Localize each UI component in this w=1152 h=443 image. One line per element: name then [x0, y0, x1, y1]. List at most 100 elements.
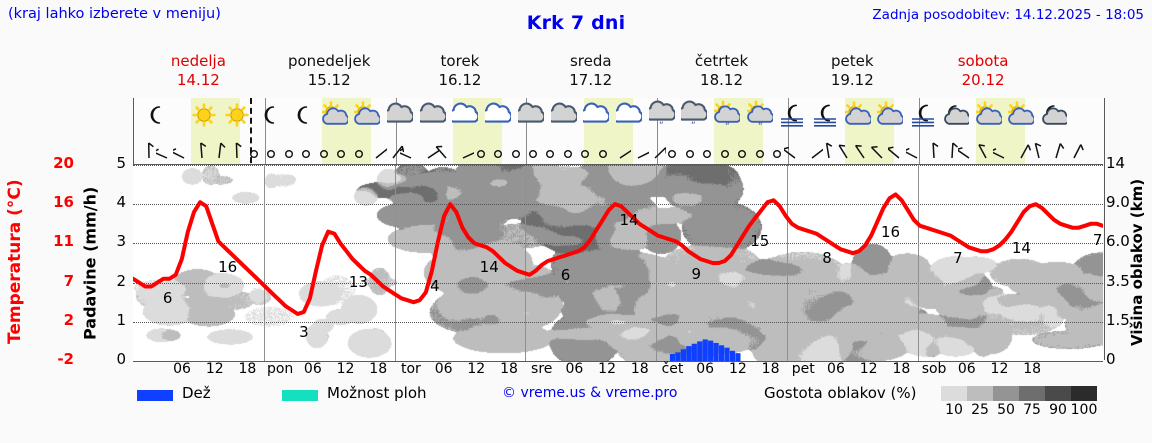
wind-calm-symbol [749, 138, 771, 164]
wind-calm-symbol [731, 138, 753, 164]
cloud-blue-icon [611, 100, 644, 130]
x-axis-tick: 18 [630, 361, 649, 377]
cloud-density-legend-title: Gostota oblakov (%) [764, 384, 917, 402]
sun-cloud-icon [1006, 100, 1036, 130]
wind-calm-symbol [766, 138, 788, 164]
cloud-icon [415, 100, 448, 130]
temperature-label: 8 [822, 249, 832, 268]
x-axis-tick: 06 [565, 361, 584, 377]
wind-barb [226, 138, 248, 164]
cloud-density-tick: 50 [997, 402, 1015, 418]
temperature-value-labels: 6 16 3 13 4 14 6 14 9 15 8 16 7 14 7 [133, 165, 1103, 361]
precipitation-tick: 5 [116, 154, 126, 172]
precipitation-bar [718, 345, 725, 361]
wind-barb [435, 138, 457, 164]
precipitation-bar [669, 353, 676, 361]
x-axis-tick: 06 [303, 361, 322, 377]
x-axis-tick: sob [921, 361, 947, 377]
cloud-blue-icon [448, 100, 480, 130]
precipitation-bar [675, 352, 681, 361]
precipitation-tick: 4 [116, 193, 126, 212]
x-axis-tick: 12 [205, 361, 224, 377]
x-axis-tick: pet [791, 361, 815, 377]
cloud-density-step [1045, 386, 1071, 401]
horizontal-gridline [133, 322, 1103, 323]
x-axis-tick: 06 [434, 361, 453, 377]
sun-cloud-icon [352, 100, 382, 130]
precipitation-bar [729, 350, 736, 361]
svg-text:“: “ [659, 121, 664, 131]
weather-icon-band: “ “ “ “ [133, 98, 1103, 138]
showers-legend-label: Možnost ploh [327, 384, 427, 402]
temperature-label: 9 [691, 265, 702, 284]
x-axis-tick: 12 [859, 361, 878, 377]
x-axis-tick: 12 [598, 361, 617, 377]
moon-cloud-icon [943, 100, 972, 130]
temperature-label: 14 [479, 257, 499, 276]
x-axis-tick: 18 [761, 361, 780, 377]
wind-barb [836, 138, 858, 164]
location-menu-hint[interactable]: (kraj lahko izberete v meniju) [8, 6, 221, 22]
cloud-icon [382, 100, 415, 130]
x-axis-tick: 06 [827, 361, 845, 377]
temperature-label: 15 [750, 232, 770, 251]
wind-barb [191, 138, 213, 164]
wind-barb [1028, 138, 1050, 164]
wind-barb [870, 138, 893, 164]
temperature-tick: 20 [53, 154, 74, 172]
cloud-density-step [941, 386, 967, 401]
wind-calm-symbol [243, 138, 265, 164]
day-name: petek [831, 52, 874, 70]
x-axis-tick: 12 [467, 361, 486, 377]
cloud-density-step [1071, 386, 1097, 401]
wind-barb [1010, 138, 1032, 164]
sun-cloud-icon [843, 100, 873, 130]
horizontal-gridline [133, 165, 1103, 166]
day-header-nedelja: nedelja 14.12 [133, 52, 264, 90]
copyright-link[interactable]: © vreme.us & vreme.pro [502, 385, 678, 401]
wind-calm-symbol [592, 138, 614, 164]
vertical-gridline [394, 165, 396, 361]
day-date: 15.12 [307, 71, 351, 89]
moon-cloud-icon [1041, 100, 1070, 130]
x-axis-tick: 06 [173, 361, 191, 377]
precipitation-tick: 1 [116, 310, 126, 329]
wind-barb [887, 138, 910, 164]
rain-legend-swatch [137, 390, 173, 401]
wind-calm-symbol [661, 138, 683, 164]
precipitation-tick: 2 [116, 271, 126, 290]
vertical-gridline [786, 165, 788, 361]
cloudheight-axis-title: Višina oblakov (km) [1128, 178, 1146, 346]
cloud-drizzle-icon: “ [644, 100, 676, 131]
day-name: sreda [569, 52, 612, 70]
x-axis-tick: 18 [369, 361, 388, 377]
temperature-label: 3 [299, 322, 309, 341]
precipitation-bar [708, 340, 714, 361]
temperature-tick: 7 [63, 271, 74, 290]
x-axis-tick: 12 [990, 361, 1009, 377]
temperature-label: 7 [1092, 231, 1103, 250]
sun-icon [224, 100, 250, 130]
precipitation-bars [669, 339, 741, 361]
svg-text:“: “ [691, 121, 696, 131]
x-axis-tick: 06 [957, 361, 976, 377]
wind-calm-symbol [557, 138, 579, 164]
cloud-density-tick: 100 [1070, 402, 1098, 418]
precipitation-bar [702, 339, 708, 361]
sun-cloud-drizzle-icon: “ [745, 100, 774, 132]
moon-icon [289, 100, 315, 130]
precipitation-bar [713, 342, 719, 361]
wind-calm-symbol [487, 138, 509, 164]
horizontal-gridline [133, 243, 1103, 244]
wind-calm-symbol [260, 138, 282, 164]
day-headers: nedelja 14.12 ponedeljek 15.12 torek 16.12 sre… [133, 52, 1103, 92]
day-name: torek [440, 52, 480, 70]
day-date: 14.12 [176, 71, 220, 89]
temperature-tick: 2 [63, 310, 74, 329]
day-header-torek: torek 16.12 [395, 52, 526, 90]
wind-barb [941, 138, 963, 164]
sun-cloud-icon [973, 100, 1003, 130]
page-header: (kraj lahko izberete v meniju) Krk 7 dni… [0, 0, 1152, 34]
wind-barb [782, 138, 806, 164]
x-axis-tick: 18 [500, 361, 518, 377]
